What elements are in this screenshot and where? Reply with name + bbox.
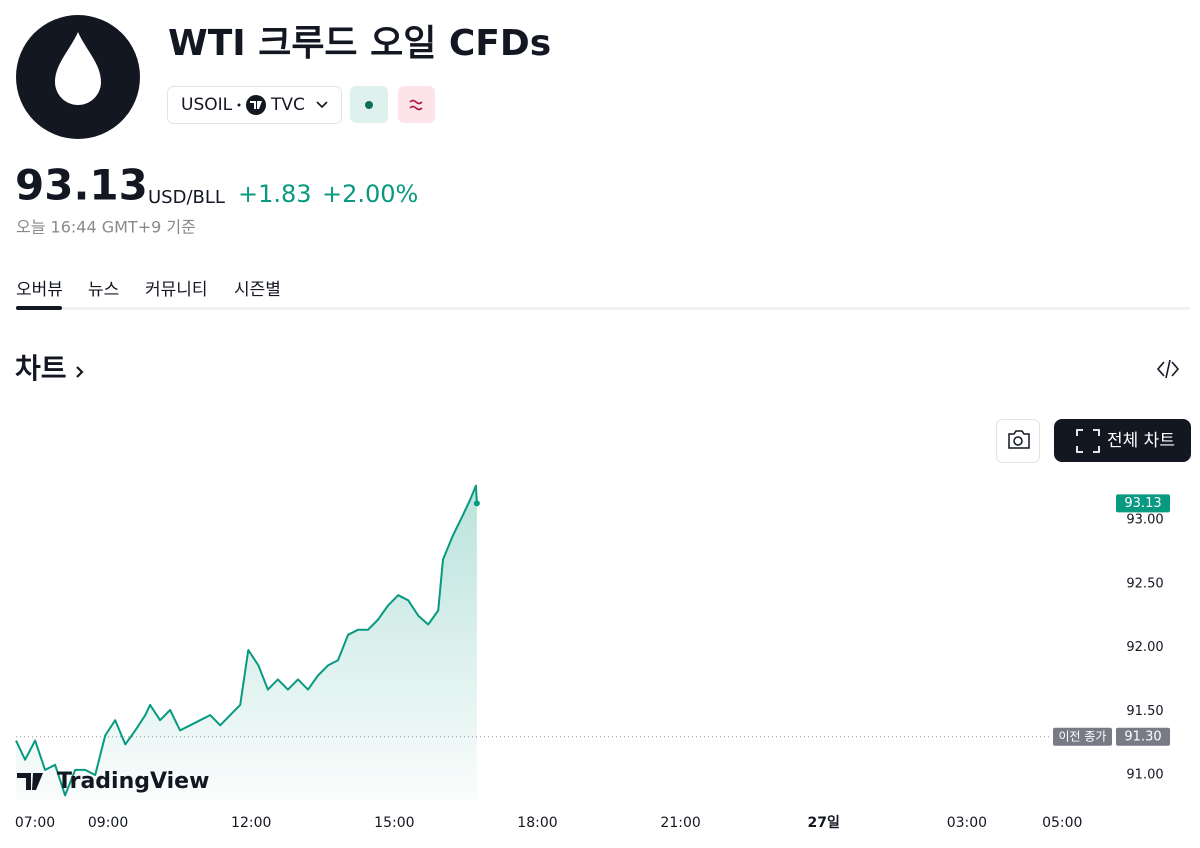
page-title: WTI 크루드 오일 CFDs — [168, 23, 551, 64]
x-tick-label: 03:00 — [947, 815, 987, 831]
price-line — [15, 484, 478, 797]
section-chevron — [76, 366, 84, 378]
y-tick-label: 92.50 — [1126, 576, 1163, 591]
tabs: 오버뷰 뉴스 커뮤니티 시즌별 — [16, 280, 281, 300]
tradingview-watermark: TradingView — [57, 769, 209, 794]
fullscreen-label: 전체 차트 — [1107, 431, 1175, 451]
previous-close-value-box — [1116, 727, 1170, 746]
currency: USD/BLL — [148, 187, 225, 208]
previous-close-title: 이전 종가 — [1059, 729, 1107, 743]
last-price: 93.13 — [15, 161, 148, 210]
previous-close-title-box — [1053, 727, 1112, 746]
x-tick-label: 12:00 — [231, 815, 271, 831]
fullscreen-button[interactable] — [1054, 419, 1191, 462]
tradingview-logo-mark — [17, 773, 43, 790]
tab[interactable]: 오버뷰 — [16, 280, 63, 300]
y-tick-label: 92.00 — [1126, 640, 1163, 655]
camera-lens — [1013, 436, 1023, 446]
approx-icon — [409, 99, 423, 111]
quote-timestamp: 오늘 16:44 GMT+9 기준 — [16, 218, 196, 237]
snapshot-button[interactable] — [996, 419, 1040, 463]
market-status-dot — [365, 101, 373, 109]
last-price-dot — [473, 500, 480, 507]
previous-close-value: 91.30 — [1124, 729, 1161, 744]
tab[interactable]: 커뮤니티 — [145, 280, 208, 300]
section-title[interactable]: 차트 — [15, 352, 67, 385]
last-price-label: 93.13 — [1124, 496, 1161, 511]
active-tab-indicator — [16, 306, 62, 310]
fullscreen-icon — [1076, 429, 1100, 453]
symbol-ticker: USOIL — [181, 95, 233, 115]
y-tick-label: 93.00 — [1126, 513, 1163, 528]
price-change-percent: +2.00% — [322, 180, 418, 208]
tab[interactable]: 시즌별 — [234, 280, 281, 300]
tab[interactable]: 뉴스 — [88, 280, 119, 300]
x-tick-label: 27일 — [808, 815, 840, 831]
price-area — [16, 485, 477, 801]
price-chart: 91.00 91.50 92.00 92.50 93.00 07:00 09:00 12:00… — [15, 484, 1170, 831]
x-tick-label: 15:00 — [374, 815, 414, 831]
tabs-divider — [16, 307, 1190, 310]
x-tick-label: 07:00 — [15, 815, 55, 831]
oil-drop-icon — [55, 32, 101, 105]
exchange-name: TVC — [270, 95, 305, 115]
x-tick-label: 18:00 — [517, 815, 557, 831]
dropdown-chevron — [316, 101, 328, 109]
x-tick-label: 09:00 — [88, 815, 128, 831]
exchange-icon-glyph — [250, 101, 262, 109]
derived-data-button[interactable] — [398, 86, 435, 123]
y-tick-label: 91.50 — [1126, 704, 1163, 719]
x-tick-label: 21:00 — [660, 815, 700, 831]
y-tick-label: 91.00 — [1126, 768, 1163, 783]
camera-icon — [1008, 430, 1030, 449]
x-tick-label: 05:00 — [1042, 815, 1082, 831]
last-price-box — [1116, 494, 1170, 513]
separator-dot — [237, 103, 241, 107]
price-change: +1.83 — [238, 180, 312, 208]
embed-icon[interactable] — [1156, 359, 1180, 379]
